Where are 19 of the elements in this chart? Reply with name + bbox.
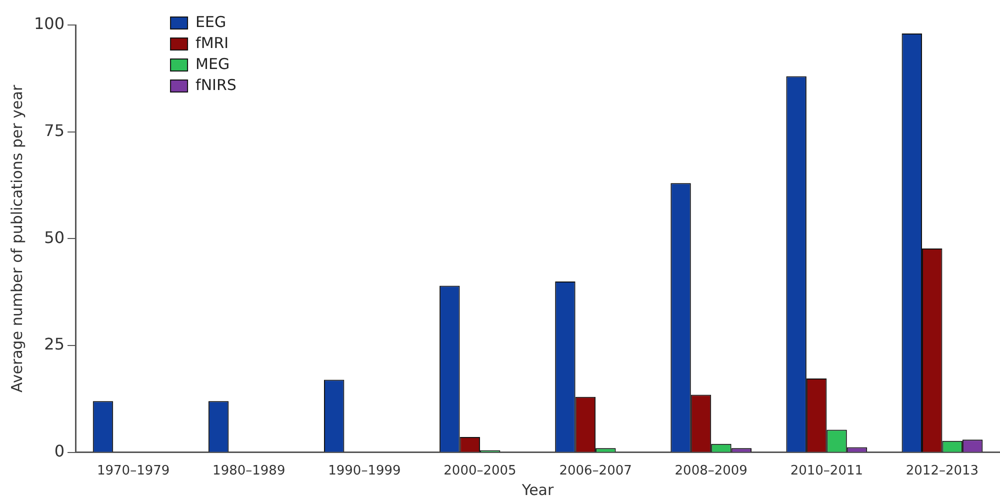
x-tick-label: 2008–2009 xyxy=(674,464,748,479)
x-tick-label: 1970–1979 xyxy=(96,464,170,479)
x-tick-label: 2012–2013 xyxy=(906,464,979,479)
x-tick-label: 2010–2011 xyxy=(790,464,863,479)
y-tick-label: 75 xyxy=(44,121,65,140)
y-tick-label: 100 xyxy=(34,14,65,34)
y-tick-label: 0 xyxy=(54,442,65,461)
x-tick-label: 2000–2005 xyxy=(444,464,516,479)
x-axis-title: Year xyxy=(520,480,554,499)
x-tick-label: 1990–1999 xyxy=(328,464,401,479)
legend-label: MEG xyxy=(196,54,230,73)
y-axis-title: Average number of publications per year xyxy=(8,84,26,393)
y-tick-label: 25 xyxy=(44,334,65,354)
x-tick-label: 2006–2007 xyxy=(559,464,632,479)
legend-label: fNIRS xyxy=(196,76,236,94)
legend-label: EEG xyxy=(196,12,226,31)
x-tick-label: 1980–1989 xyxy=(212,464,286,479)
y-tick-label: 50 xyxy=(44,228,65,247)
legend-label: fMRI xyxy=(196,34,229,52)
